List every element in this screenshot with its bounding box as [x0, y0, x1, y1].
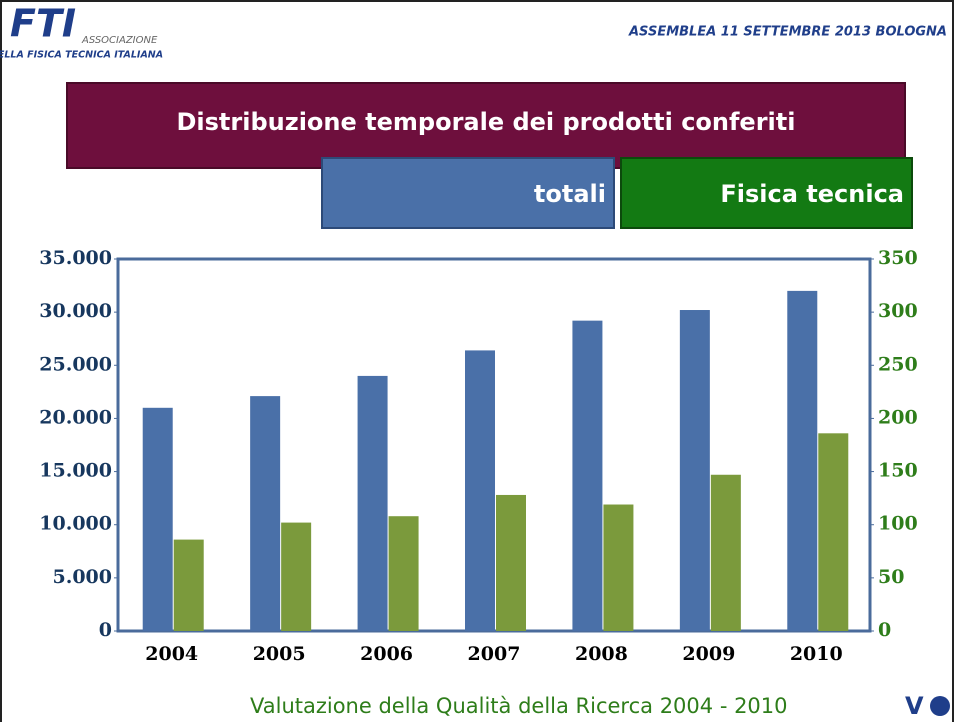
y-tick-label: 25.000: [39, 353, 112, 375]
y2-tick-label: 100: [878, 513, 918, 535]
bar: [818, 433, 849, 631]
footer-logo: V: [905, 692, 924, 720]
footer-text: Valutazione della Qualità della Ricerca …: [250, 694, 788, 718]
legend-box: [620, 157, 913, 229]
y2-tick-label: 0: [878, 619, 891, 641]
chart-title: Distribuzione temporale dei prodotti con…: [177, 108, 796, 136]
x-tick-label: 2004: [145, 643, 198, 665]
event-header: ASSEMBLEA 11 SETTEMBRE 2013 BOLOGNA: [628, 25, 947, 40]
bar: [679, 310, 710, 631]
logo-association: ASSOCIAZIONE: [81, 35, 158, 46]
y-tick-label: 5.000: [53, 566, 113, 588]
y-tick-label: 10.000: [39, 513, 112, 535]
y2-tick-label: 150: [878, 460, 918, 482]
bar: [250, 396, 281, 631]
x-tick-label: 2008: [575, 643, 628, 665]
y2-tick-label: 300: [878, 300, 918, 322]
y2-tick-label: 200: [878, 406, 918, 428]
x-tick-label: 2010: [790, 643, 843, 665]
bar: [710, 474, 741, 631]
y-tick-label: 30.000: [39, 300, 112, 322]
x-tick-label: 2006: [360, 643, 413, 665]
bar: [603, 504, 634, 631]
y-tick-label: 35.000: [39, 247, 112, 269]
legend-label: Fisica tecnica: [720, 180, 904, 208]
bar: [572, 320, 603, 631]
y2-tick-label: 250: [878, 353, 918, 375]
x-tick-label: 2007: [468, 643, 521, 665]
legend-box: [321, 157, 615, 229]
bar: [465, 350, 495, 631]
y2-tick-label: 50: [878, 566, 904, 588]
footer-logo-icon: [930, 696, 950, 716]
y-tick-label: 0: [99, 619, 112, 641]
y2-tick-label: 350: [878, 247, 918, 269]
x-tick-label: 2009: [682, 643, 735, 665]
bar: [496, 494, 526, 631]
bar: [787, 290, 818, 631]
x-tick-label: 2005: [253, 643, 306, 665]
bar: [388, 516, 419, 631]
title-box: [66, 82, 906, 169]
bar: [142, 407, 173, 631]
bar: [357, 375, 388, 631]
logo: FTI: [10, 2, 76, 46]
y-tick-label: 15.000: [39, 460, 112, 482]
legend-label: totali: [534, 180, 606, 208]
bar: [281, 522, 312, 631]
logo-association-full: DELLA FISICA TECNICA ITALIANA: [0, 50, 163, 61]
y-tick-label: 20.000: [39, 406, 112, 428]
bar: [173, 539, 204, 631]
